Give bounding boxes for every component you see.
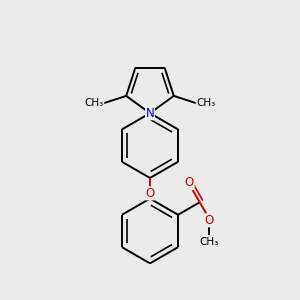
Text: CH₃: CH₃ — [85, 98, 104, 108]
Text: O: O — [205, 214, 214, 227]
Text: O: O — [146, 187, 154, 200]
Text: N: N — [146, 107, 154, 120]
Text: CH₃: CH₃ — [199, 237, 218, 247]
Text: CH₃: CH₃ — [196, 98, 215, 108]
Text: O: O — [185, 176, 194, 189]
